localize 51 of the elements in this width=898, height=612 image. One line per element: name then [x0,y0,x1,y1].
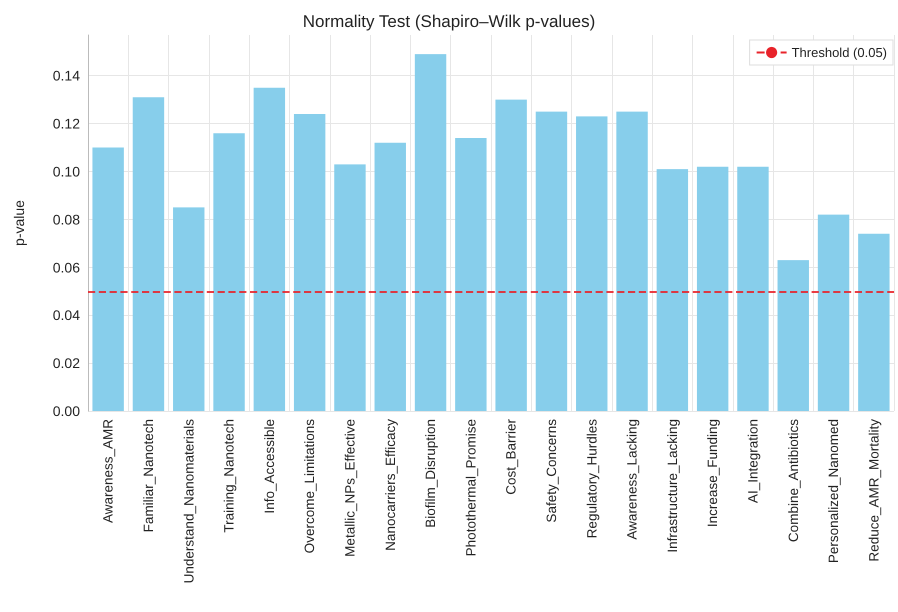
x-tick-label: Nanocarriers_Efficacy [382,418,398,551]
bar [374,142,406,411]
bar [778,260,809,411]
bar [858,234,890,411]
x-tick-label: Combine_Antibiotics [786,418,801,542]
y-tick-label: 0.12 [52,116,80,132]
bar [576,116,608,411]
x-tick-label: Familiar_Nanotech [140,419,156,532]
bar [92,148,124,411]
x-tick-label: AI_Integration [745,419,760,504]
legend-label: Threshold (0.05) [792,45,888,60]
x-tick-label: Info_Accessible [262,419,277,514]
x-tick-label: Awareness_AMR [100,418,116,524]
x-tick-label: Safety_Concerns [544,418,559,523]
x-tick-label: Reduce_AMR_Mortality [866,418,882,562]
bar [818,214,850,411]
x-tick-label: Cost_Barrier [504,418,519,495]
chart-title: Normality Test (Shapiro–Wilk p-values) [302,12,596,31]
x-tick-label: Regulatory_Hurdles [584,418,600,538]
bar [696,166,728,411]
y-tick-label: 0.00 [52,403,80,419]
bar [334,164,366,411]
x-tick-label: Personalized_Nanomed [826,419,842,564]
bar [254,88,286,411]
x-tick-label: Overcome_Limitations [302,418,318,554]
y-tick-label: 0.06 [52,259,80,276]
y-tick-label: 0.14 [52,68,80,84]
x-tick-label: Training_Nanotech [222,419,237,533]
bar [656,169,688,411]
bar [616,112,648,411]
x-tick-label: Infrastructure_Lacking [664,419,680,553]
bar [536,112,568,411]
x-tick-label: Metallic_NPs_Effective [342,419,358,557]
x-tick-label: Increase_Funding [705,419,720,528]
x-tick-label: Understand_Nanomaterials [181,418,196,584]
y-tick-label: 0.10 [52,164,80,180]
bar [173,207,204,411]
bar [294,114,326,411]
bar [132,97,164,411]
bar [455,138,487,411]
bar [495,100,527,411]
x-tick-label: Awareness_Lacking [624,419,640,540]
y-tick-label: 0.08 [52,211,80,228]
bar [737,166,769,411]
bar [414,54,446,411]
y-tick-label: 0.04 [52,307,80,324]
x-tick-label: Biofilm_Disruption [423,419,438,528]
x-tick-label: Photothermal_Promise [463,419,478,556]
y-axis-title: p-value [11,200,27,246]
y-tick-label: 0.02 [52,355,80,372]
bar [213,133,245,411]
